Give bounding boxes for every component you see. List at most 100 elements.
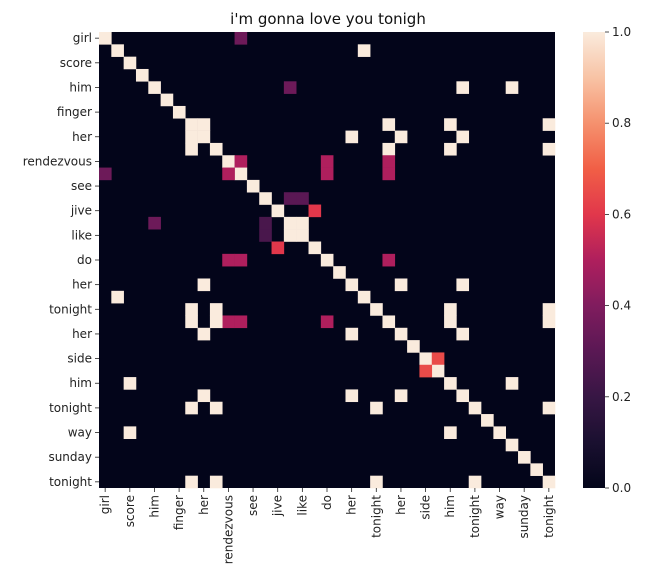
heatmap-cell [296,192,309,205]
heatmap-cell [283,81,297,94]
heatmap-cell [296,229,309,242]
heatmap-cell [234,253,248,267]
colorbar-tick-label: 0.2 [612,390,631,404]
heatmap-cell [185,303,198,316]
y-tick-label: sunday [48,450,92,464]
heatmap-cell [431,364,445,378]
heatmap-cell [148,81,161,94]
y-tick-label: do [77,253,92,267]
heatmap-cell [394,130,408,144]
x-tick-label: jive [271,495,285,517]
colorbar-tick-label: 0.6 [612,207,631,221]
heatmap-cell [444,142,457,156]
heatmap-cell [345,389,359,403]
colorbar [583,32,605,488]
heatmap-cell [222,155,235,168]
heatmap-cell [209,315,223,329]
heatmap-cell [160,93,174,107]
heatmap-cell [382,142,396,156]
x-tick-label: him [443,495,457,518]
x-tick-label: do [320,495,334,510]
heatmap-cell [259,216,272,230]
y-tick-labels: girl score him finger her rendezvous see jive li… [23,31,99,489]
heatmap-cell [185,130,198,144]
heatmap-cell [542,475,556,489]
heatmap-cell [419,364,433,378]
heatmap-cell [271,204,285,218]
heatmap-cell [542,118,556,131]
x-tick-label: tonight [542,495,556,538]
x-tick-label: see [246,495,260,516]
heatmap-cell [209,401,223,415]
heatmap-cell [357,290,371,304]
heatmap-cell [185,401,198,415]
x-tick-label: tonight [369,495,383,538]
heatmap-cell [222,315,235,329]
heatmap-cell [468,401,482,415]
heatmap-cell [185,142,198,156]
heatmap-cell [222,253,235,267]
y-tick-label: finger [57,105,92,119]
y-tick-label: see [71,179,92,193]
heatmap-cell [246,179,260,193]
heatmap-cell [234,315,248,329]
heatmap-cell [283,192,297,205]
heatmap-cell [283,216,297,230]
heatmap-cell [123,426,137,439]
y-tick-label: tonight [49,401,92,415]
heatmap-cell [209,303,223,316]
y-tick-label: way [68,426,92,440]
heatmap-cell [185,475,198,489]
y-tick-label: tonight [49,475,92,489]
heatmap-cell [308,241,322,255]
y-tick-label: tonight [49,302,92,316]
heatmap-cell [382,155,396,168]
heatmap-cell [394,327,408,341]
x-tick-label: finger [172,495,186,530]
x-tick-label: girl [98,495,112,514]
heatmap-cell [530,463,543,476]
heatmap-cell [320,253,334,267]
heatmap-cell [333,266,346,279]
heatmap-cell [382,253,396,267]
colorbar-tick-label: 1.0 [612,25,631,39]
heatmap-cell [283,229,297,242]
y-tick-label: score [60,56,92,70]
heatmap-cell [259,192,272,205]
heatmap-cell [234,167,248,181]
x-tick-label: side [419,495,433,520]
heatmap-cell [456,81,470,94]
heatmap-cell [99,32,112,45]
y-tick-label: her [72,327,92,341]
heatmap-cell [209,142,223,156]
x-tick-label: him [147,495,161,518]
heatmap-cell [382,167,396,181]
heatmap-cell [505,438,519,452]
heatmap-cell [197,389,211,403]
heatmap-cell [345,327,359,341]
heatmap-cell [320,315,334,329]
heatmap-cell [481,414,494,427]
heatmap-cell [197,327,211,341]
heatmap-cell [407,340,420,353]
heatmap-cell [234,155,248,168]
colorbar-tick-label: 0.8 [612,116,631,130]
x-tick-label: sunday [517,495,531,539]
heatmap-cell [234,32,248,45]
heatmap-grid [99,32,556,489]
heatmap-cell [197,118,211,131]
heatmap-cell [394,389,408,403]
heatmap-cell [222,167,235,181]
y-tick-label: her [72,278,92,292]
heatmap-cell [444,315,457,329]
heatmap-cell [542,315,556,329]
x-tick-label: her [197,495,211,515]
colorbar-ticks: 0.0 0.2 0.4 0.6 0.8 1.0 [605,25,631,495]
y-tick-label: like [71,228,92,242]
heatmap-cell [370,401,383,415]
y-tick-label: rendezvous [23,154,92,168]
heatmap-cell [296,216,309,230]
heatmap-cell [209,475,223,489]
heatmap-cell [185,315,198,329]
heatmap-cell [111,44,124,57]
